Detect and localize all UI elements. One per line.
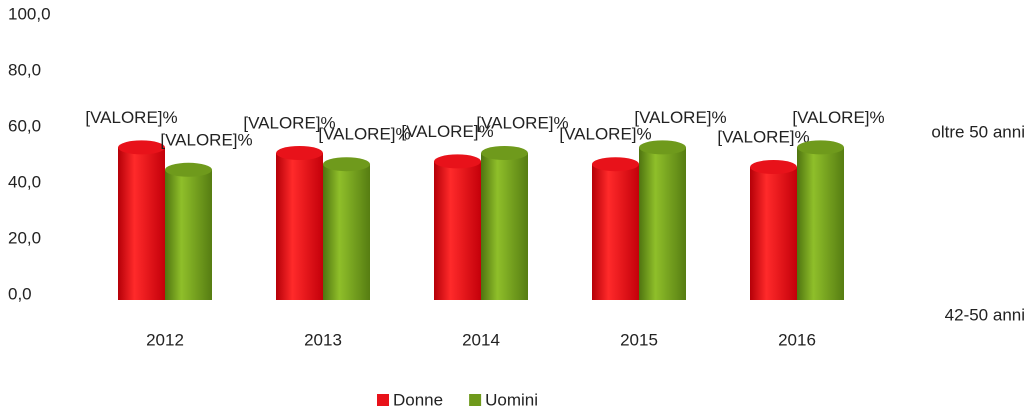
y-tick-label: 100,0: [8, 4, 51, 23]
data-label: [VALORE]%: [476, 113, 568, 132]
bar-top: [639, 140, 686, 155]
bar: [323, 164, 370, 300]
bar-top: [481, 146, 528, 160]
data-label: [VALORE]%: [318, 125, 410, 144]
data-label: [VALORE]%: [634, 108, 726, 127]
bar: [592, 164, 639, 300]
bar: [276, 153, 323, 300]
x-tick-label: 2015: [620, 330, 658, 349]
data-label: [VALORE]%: [401, 122, 493, 141]
legend-swatch: [377, 394, 389, 406]
depth-label: 42-50 anni: [945, 305, 1025, 324]
bar: [165, 169, 212, 300]
y-tick-label: 40,0: [8, 172, 41, 191]
bar-top: [434, 154, 481, 169]
data-label: [VALORE]%: [717, 127, 809, 146]
bar: [750, 167, 797, 300]
bar-top: [323, 157, 370, 172]
bar: [639, 147, 686, 300]
bar-top: [797, 140, 844, 155]
bar: [481, 153, 528, 300]
y-tick-label: 80,0: [8, 60, 41, 79]
bar: [118, 147, 165, 300]
y-tick-label: 20,0: [8, 228, 41, 247]
x-tick-label: 2014: [462, 330, 500, 349]
data-label: [VALORE]%: [85, 108, 177, 127]
data-label: [VALORE]%: [160, 130, 252, 149]
data-label: [VALORE]%: [559, 125, 651, 144]
bar-top: [118, 140, 165, 155]
bar-top: [276, 146, 323, 160]
legend-label: Donne: [393, 390, 443, 409]
data-label: [VALORE]%: [243, 113, 335, 132]
x-tick-label: 2016: [778, 330, 816, 349]
data-label: [VALORE]%: [792, 108, 884, 127]
y-tick-label: 0,0: [8, 284, 32, 303]
bar-top: [165, 162, 212, 177]
y-tick-label: 60,0: [8, 116, 41, 135]
x-tick-label: 2013: [304, 330, 342, 349]
bar: [434, 161, 481, 300]
depth-label: oltre 50 anni: [931, 122, 1025, 141]
legend-label: Uomini: [485, 390, 538, 409]
bar-top: [592, 157, 639, 172]
x-tick-label: 2012: [146, 330, 184, 349]
legend-swatch: [469, 394, 482, 406]
bar-top: [750, 160, 797, 174]
bar: [797, 147, 844, 300]
